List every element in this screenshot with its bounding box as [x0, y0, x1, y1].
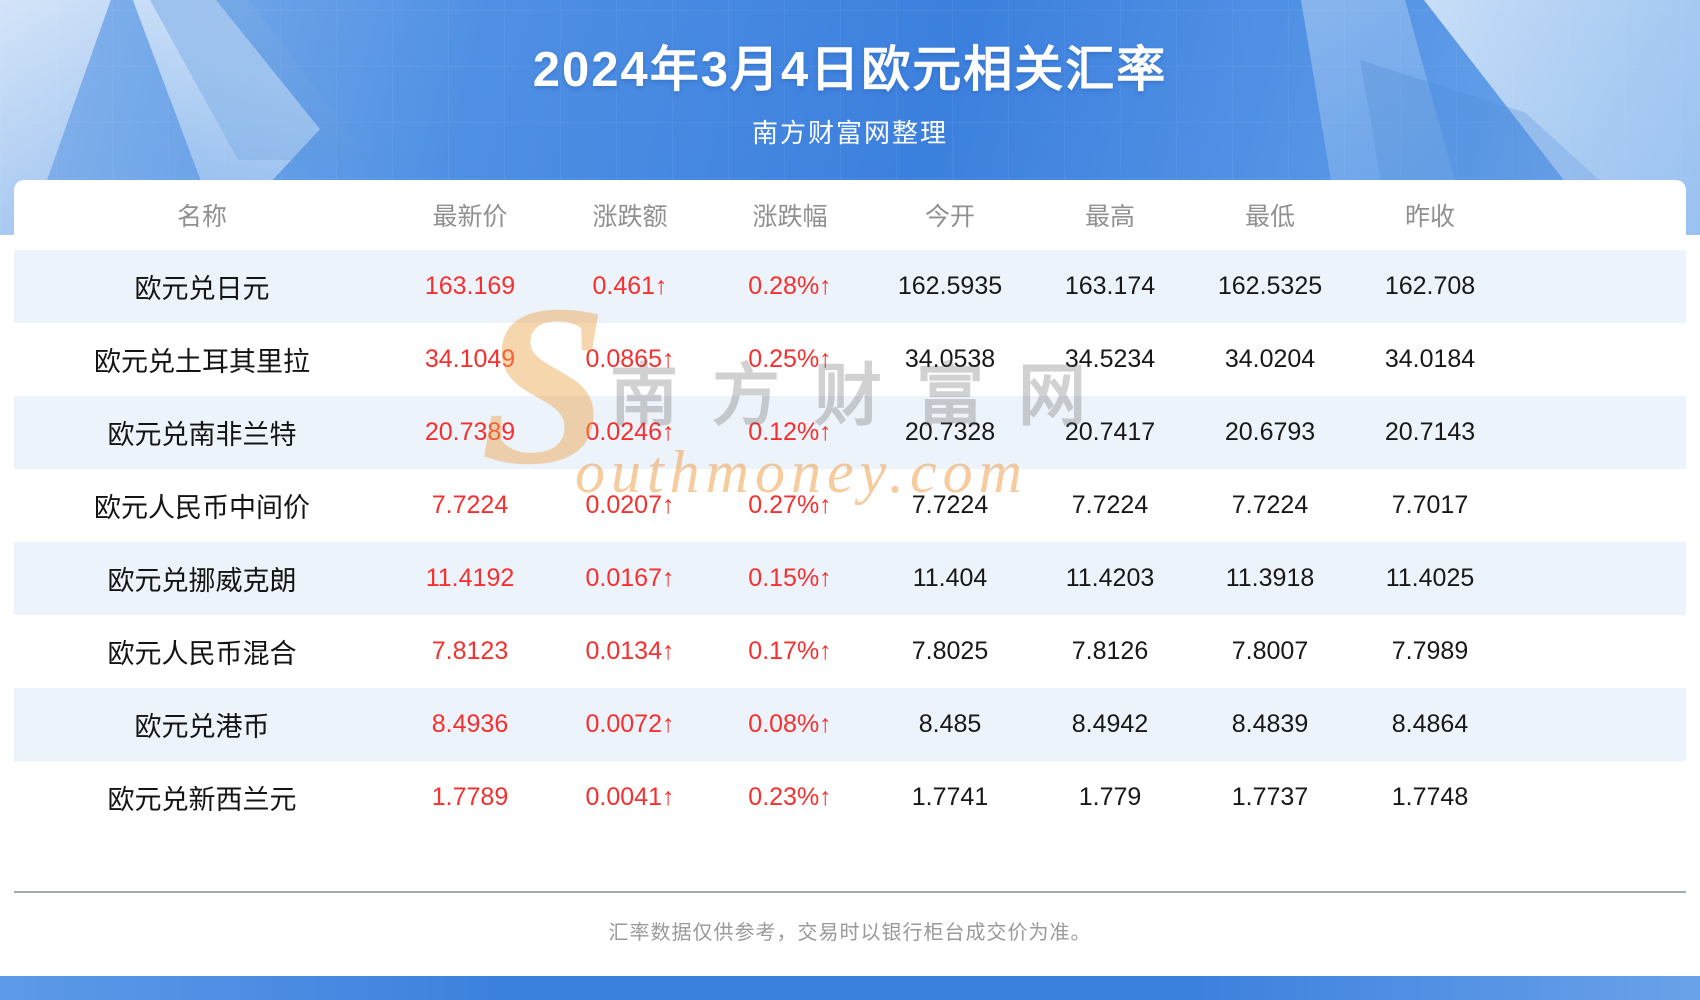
column-header-change: 涨跌额: [592, 203, 668, 231]
footer-divider: [14, 891, 1686, 893]
cell-low: 7.7224: [1231, 491, 1309, 519]
cell-low: 20.6793: [1224, 418, 1316, 446]
column-header-name: 名称: [176, 203, 227, 231]
cell-change: 0.0072↑: [585, 710, 675, 738]
column-header-low: 最低: [1244, 203, 1295, 231]
cell-change_pct: 0.12%↑: [748, 418, 832, 446]
table-row: 欧元兑日元 163.169 0.461↑ 0.28%↑ 162.5935 163.174 1…: [14, 250, 1686, 323]
table-row: 欧元兑港币 8.4936 0.0072↑ 0.08%↑ 8.485 8.4942 8.483…: [14, 688, 1686, 761]
cell-latest: 11.4192: [425, 564, 515, 592]
cell-change: 0.461↑: [592, 272, 668, 300]
page-title: 2024年3月4日欧元相关汇率: [532, 43, 1168, 97]
column-header-prev_close: 昨收: [1404, 203, 1455, 231]
cell-name: 欧元兑新西兰元: [107, 785, 297, 815]
cell-prev_close: 1.7748: [1391, 783, 1469, 811]
cell-prev_close: 7.7017: [1391, 491, 1469, 519]
cell-change: 0.0134↑: [585, 637, 675, 665]
table-row: 欧元人民币中间价 7.7224 0.0207↑ 0.27%↑ 7.7224 7.7224 7…: [14, 469, 1686, 542]
cell-high: 1.779: [1078, 783, 1142, 811]
cell-change: 0.0865↑: [585, 345, 675, 373]
cell-change_pct: 0.23%↑: [748, 783, 832, 811]
cell-high: 163.174: [1064, 272, 1156, 300]
cell-prev_close: 11.4025: [1385, 564, 1475, 592]
cell-change: 0.0167↑: [585, 564, 675, 592]
cell-high: 7.7224: [1071, 491, 1149, 519]
cell-change_pct: 0.15%↑: [748, 564, 832, 592]
cell-name: 欧元人民币混合: [107, 639, 297, 669]
cell-low: 7.8007: [1231, 637, 1309, 665]
cell-name: 欧元兑南非兰特: [107, 420, 297, 450]
cell-latest: 1.7789: [431, 783, 509, 811]
cell-prev_close: 34.0184: [1384, 345, 1476, 373]
cell-open: 7.7224: [911, 491, 989, 519]
cell-latest: 7.8123: [431, 637, 509, 665]
cell-open: 8.485: [918, 710, 982, 738]
cell-prev_close: 20.7143: [1384, 418, 1476, 446]
cell-high: 7.8126: [1071, 637, 1149, 665]
cell-high: 20.7417: [1064, 418, 1156, 446]
page-subtitle: 南方财富网整理: [751, 118, 948, 148]
cell-low: 11.3918: [1225, 564, 1315, 592]
table-header-row: 名称 最新价 涨跌额 涨跌幅 今开 最高 最低 昨收: [14, 180, 1686, 250]
table-row: 欧元兑新西兰元 1.7789 0.0041↑ 0.23%↑ 1.7741 1.779 1.7…: [14, 761, 1686, 834]
cell-high: 11.4203: [1065, 564, 1155, 592]
cell-open: 162.5935: [897, 272, 1003, 300]
cell-prev_close: 162.708: [1384, 272, 1476, 300]
cell-latest: 20.7389: [424, 418, 516, 446]
cell-latest: 7.7224: [431, 491, 509, 519]
cell-low: 162.5325: [1217, 272, 1323, 300]
cell-latest: 163.169: [424, 272, 516, 300]
table-body: 欧元兑日元 163.169 0.461↑ 0.28%↑ 162.5935 163.174 1…: [14, 250, 1686, 834]
cell-open: 7.8025: [911, 637, 989, 665]
cell-open: 20.7328: [904, 418, 996, 446]
cell-latest: 34.1049: [424, 345, 516, 373]
bottom-blue-bar: [0, 976, 1700, 1000]
table-row: 欧元人民币混合 7.8123 0.0134↑ 0.17%↑ 7.8025 7.8126 7.…: [14, 615, 1686, 688]
cell-change_pct: 0.28%↑: [748, 272, 832, 300]
cell-low: 1.7737: [1231, 783, 1309, 811]
cell-change_pct: 0.17%↑: [748, 637, 832, 665]
cell-low: 34.0204: [1224, 345, 1316, 373]
cell-high: 34.5234: [1064, 345, 1156, 373]
cell-change: 0.0041↑: [585, 783, 675, 811]
cell-name: 欧元兑土耳其里拉: [94, 347, 310, 377]
cell-prev_close: 8.4864: [1391, 710, 1469, 738]
cell-change_pct: 0.27%↑: [748, 491, 832, 519]
cell-name: 欧元人民币中间价: [94, 493, 310, 523]
column-header-latest: 最新价: [432, 203, 508, 231]
table-row: 欧元兑土耳其里拉 34.1049 0.0865↑ 0.25%↑ 34.0538 34.52…: [14, 323, 1686, 396]
cell-change_pct: 0.08%↑: [748, 710, 832, 738]
cell-low: 8.4839: [1231, 710, 1309, 738]
cell-name: 欧元兑日元: [134, 274, 270, 304]
column-header-high: 最高: [1084, 203, 1135, 231]
cell-open: 11.404: [912, 564, 988, 592]
table-row: 欧元兑挪威克朗 11.4192 0.0167↑ 0.15%↑ 11.404 11.4203…: [14, 542, 1686, 615]
cell-change: 0.0207↑: [585, 491, 675, 519]
cell-change: 0.0246↑: [585, 418, 675, 446]
table-row: 欧元兑南非兰特 20.7389 0.0246↑ 0.12%↑ 20.7328 20.741…: [14, 396, 1686, 469]
cell-prev_close: 7.7989: [1391, 637, 1469, 665]
cell-change_pct: 0.25%↑: [748, 345, 832, 373]
column-header-change_pct: 涨跌幅: [752, 203, 828, 231]
disclaimer-text: 汇率数据仅供参考，交易时以银行柜台成交价为准。: [608, 922, 1092, 944]
column-header-open: 今开: [924, 203, 975, 231]
cell-open: 1.7741: [911, 783, 989, 811]
cell-open: 34.0538: [904, 345, 996, 373]
rates-table-card: 名称 最新价 涨跌额 涨跌幅 今开 最高 最低 昨收 欧元兑日元 163.169 0.461↑ 0.…: [14, 180, 1686, 976]
cell-latest: 8.4936: [431, 710, 509, 738]
cell-name: 欧元兑港币: [134, 712, 270, 742]
cell-name: 欧元兑挪威克朗: [107, 566, 297, 596]
cell-high: 8.4942: [1071, 710, 1149, 738]
